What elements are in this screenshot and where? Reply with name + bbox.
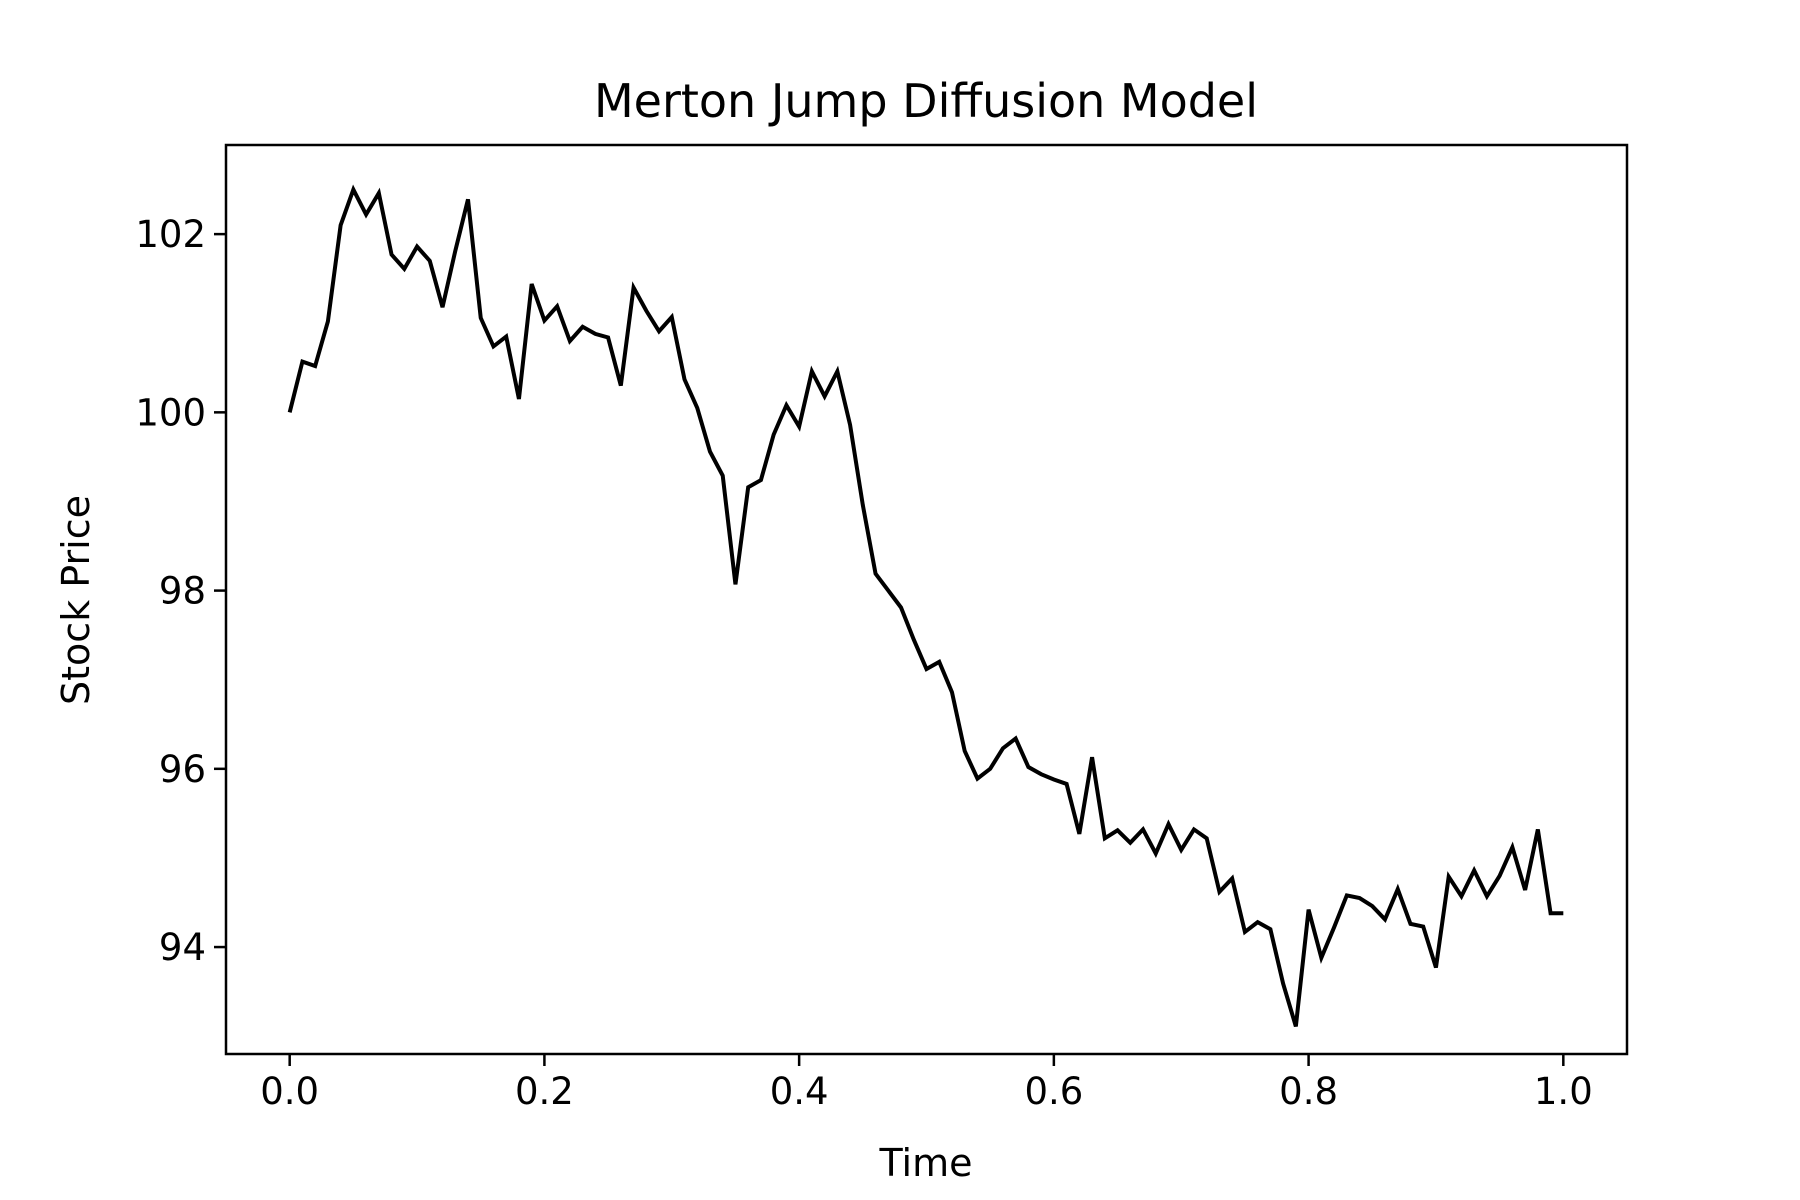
y-tick-label: 96 (159, 748, 206, 791)
x-tick-label: 0.8 (1279, 1070, 1338, 1113)
y-tick-label: 94 (159, 926, 206, 969)
x-tick-label: 0.0 (260, 1070, 319, 1113)
y-axis-label: Stock Price (54, 495, 98, 705)
x-tick-label: 0.4 (770, 1070, 829, 1113)
x-tick-label: 0.2 (515, 1070, 574, 1113)
plot-area: 0.0 0.2 0.4 0.6 0.8 1.0 94 96 98 100 102 (135, 143, 1629, 1113)
chart-title: Merton Jump Diffusion Model (594, 74, 1258, 128)
x-tick-label: 0.6 (1024, 1070, 1083, 1113)
x-tick-label: 1.0 (1534, 1070, 1593, 1113)
x-axis-label: Time (879, 1141, 973, 1185)
y-tick-label: 98 (159, 570, 206, 613)
y-tick-label: 100 (135, 391, 206, 434)
y-tick-label: 102 (135, 213, 206, 256)
plot-frame (224, 143, 1629, 1056)
series-line-0 (287, 184, 1564, 1027)
